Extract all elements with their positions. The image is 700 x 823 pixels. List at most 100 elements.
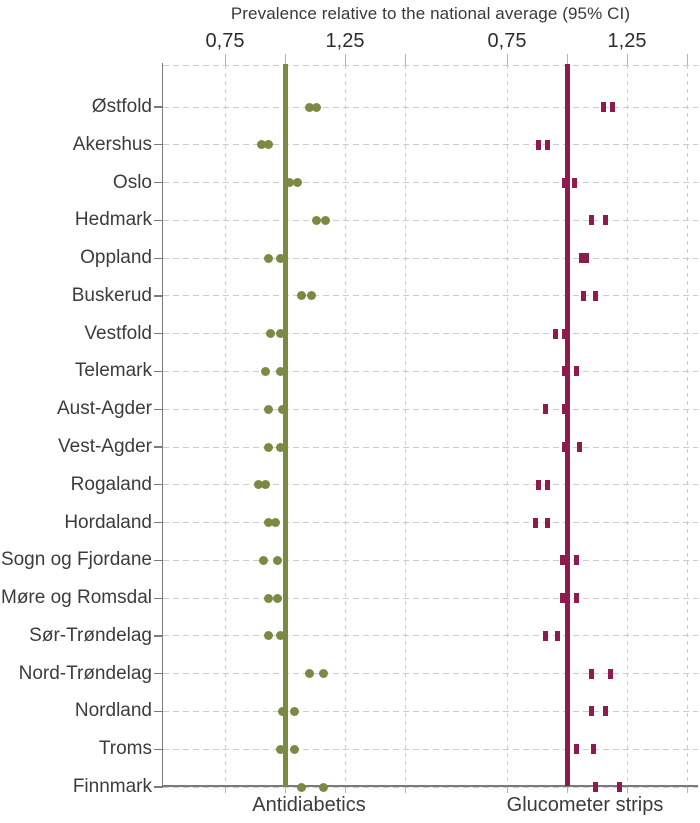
row-gridline: [163, 408, 698, 410]
county-tick: [154, 257, 163, 259]
ci-dash: [617, 782, 623, 793]
reference-line-antidiabetics: [282, 64, 288, 786]
ci-dash: [576, 442, 582, 453]
county-label: Telemark: [74, 360, 152, 382]
county-label: Vestfold: [84, 322, 152, 344]
county-tick: [154, 106, 163, 108]
ci-dash: [535, 139, 541, 150]
ci-dot: [270, 518, 280, 528]
ci-dot: [292, 178, 302, 188]
county-label: Oppland: [80, 247, 152, 269]
ci-dot: [263, 253, 273, 263]
ci-dash: [581, 290, 587, 301]
ci-dot: [275, 329, 285, 339]
ci-dot: [275, 253, 285, 263]
top-tick: [344, 54, 346, 65]
row-gridline: [163, 710, 698, 712]
ci-dot: [254, 480, 264, 490]
ci-dash: [578, 253, 584, 264]
x-tick-label: 0,75: [487, 30, 527, 52]
ci-dash: [559, 555, 565, 566]
plot-top-border: [163, 64, 698, 66]
county-tick: [154, 446, 163, 448]
ci-dot: [275, 442, 285, 452]
row-gridline: [163, 219, 698, 221]
top-tick: [404, 54, 406, 65]
top-tick: [284, 54, 286, 65]
ci-dot: [263, 442, 273, 452]
ci-dash: [588, 215, 594, 226]
ci-dash: [571, 177, 577, 188]
county-tick: [154, 786, 163, 788]
ci-dash: [574, 744, 580, 755]
x-tick-label: 1,25: [325, 30, 365, 52]
row-gridline: [163, 257, 698, 259]
row-gridline: [163, 333, 698, 335]
ci-dot: [275, 631, 285, 641]
ci-dot: [263, 140, 273, 150]
county-tick: [154, 181, 163, 184]
ci-dash: [562, 177, 568, 188]
panel-label: Glucometer strips: [506, 794, 664, 816]
row-gridline: [163, 748, 698, 750]
x-tick-label: 0,75: [205, 30, 245, 52]
row-gridline: [163, 559, 698, 561]
county-label: Finnmark: [72, 776, 152, 798]
ci-dot: [278, 404, 288, 414]
row-gridline: [163, 673, 698, 675]
ci-dash: [600, 102, 606, 112]
bottom-tick: [506, 786, 508, 793]
county-label: Akershus: [72, 133, 152, 155]
top-tick: [686, 54, 688, 65]
county-label: Buskerud: [71, 284, 152, 306]
county-tick: [154, 295, 163, 297]
ci-dot: [263, 518, 273, 528]
ci-dash: [552, 328, 558, 339]
county-tick: [154, 559, 163, 562]
ci-dash: [588, 668, 594, 679]
ci-dash: [593, 782, 599, 793]
bottom-tick: [566, 786, 568, 793]
row-gridline: [163, 446, 698, 448]
ci-dot: [263, 631, 273, 641]
ci-dot: [261, 480, 271, 490]
bottom-tick: [224, 786, 226, 793]
ci-dot: [304, 102, 314, 112]
ci-dash: [533, 517, 539, 528]
county-tick: [154, 710, 163, 713]
ci-dot: [275, 744, 285, 754]
bottom-tick: [686, 786, 688, 793]
ci-dot: [290, 744, 300, 754]
ci-dash: [545, 517, 551, 528]
county-tick: [154, 521, 163, 524]
county-tick: [154, 370, 163, 373]
county-tick: [154, 408, 163, 410]
ci-dash: [574, 593, 580, 604]
ci-dash: [545, 139, 551, 150]
col-gridline: [506, 65, 508, 786]
county-label: Rogaland: [70, 473, 152, 495]
ci-dash: [602, 706, 608, 717]
top-tick: [566, 54, 568, 65]
ci-dot: [290, 706, 300, 716]
ci-dash: [562, 404, 568, 415]
panel-label: Antidiabetics: [252, 794, 366, 816]
ci-dot: [297, 782, 307, 792]
ci-dot: [266, 329, 276, 339]
ci-dot: [311, 102, 321, 112]
row-gridline: [163, 370, 698, 372]
ci-dot: [304, 669, 314, 679]
top-tick: [224, 54, 226, 65]
ci-dot: [258, 555, 268, 565]
bottom-tick: [626, 786, 628, 793]
county-label: Sør-Trøndelag: [29, 624, 152, 646]
col-gridline: [224, 65, 226, 786]
ci-dash: [542, 630, 548, 641]
county-label: Troms: [98, 738, 152, 760]
county-label: Sogn og Fjordane: [0, 549, 152, 571]
county-tick: [154, 635, 163, 637]
county-tick: [154, 597, 163, 599]
ci-dash: [593, 290, 599, 301]
ci-dash: [559, 593, 565, 604]
